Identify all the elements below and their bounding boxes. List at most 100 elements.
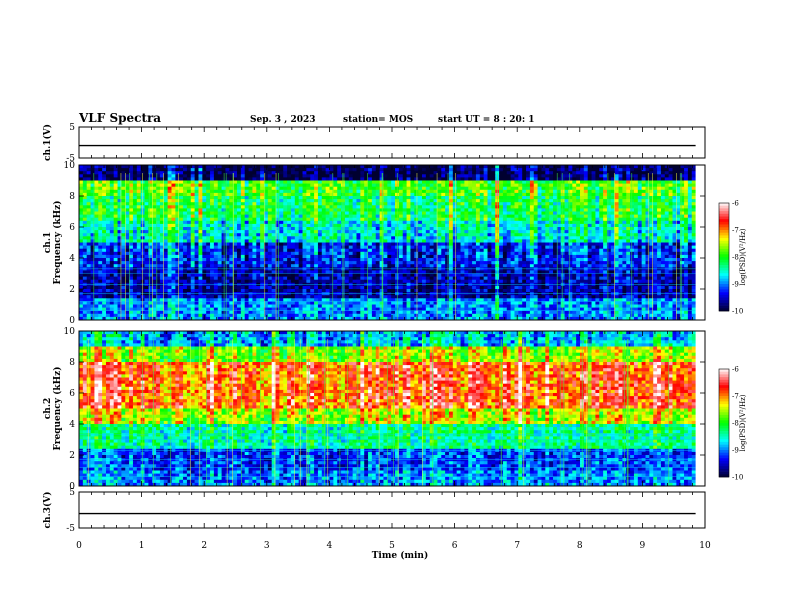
spectrogram-cell (641, 186, 646, 191)
spectrogram-cell (167, 251, 172, 256)
spectrogram-cell (348, 242, 354, 246)
spectrogram-cell (105, 227, 111, 231)
spectrogram-cell (448, 192, 454, 197)
spectrogram-cell (487, 239, 492, 243)
spectrogram-cell (244, 223, 249, 228)
spectrogram-cell (159, 192, 165, 197)
spectrogram-cell (221, 180, 226, 184)
spectrogram-cell (637, 217, 643, 222)
spectrogram-cell (653, 242, 658, 246)
spectrogram-cell (275, 183, 280, 188)
spectrogram-cell (475, 217, 481, 222)
spectrogram-cell (522, 168, 527, 172)
spectrogram-cell (198, 180, 203, 184)
spectrogram-cell (244, 233, 249, 237)
spectrogram-cell (156, 233, 161, 237)
spectrogram-cell (680, 189, 685, 194)
spectrogram-cell (333, 208, 338, 212)
spectrogram-cell (383, 192, 388, 197)
spectrogram-cell (298, 248, 303, 253)
spectrogram-cell (186, 236, 192, 240)
spectrogram-cell (290, 186, 296, 191)
spectrogram-cell (121, 220, 126, 225)
spectrogram-cell (310, 180, 315, 184)
spectrogram-cell (360, 220, 365, 225)
spectrogram-cell (371, 245, 377, 250)
spectrogram-cell (82, 192, 88, 197)
spectrogram-cell (79, 217, 84, 222)
spectrogram-cell (587, 208, 592, 212)
spectrogram-cell (271, 236, 276, 240)
spectrogram-cell (248, 248, 253, 253)
spectrogram-cell (179, 245, 184, 250)
spectrogram-cell (341, 227, 346, 231)
spectrogram-cell (90, 189, 95, 194)
spectrogram-cell (599, 223, 604, 228)
spectrogram-cell (622, 183, 627, 188)
spectrogram-cell (221, 177, 226, 181)
spectrogram-cell (86, 199, 91, 203)
spectrogram-cell (414, 230, 419, 234)
spectrogram-cell (499, 230, 504, 234)
spectrogram-cell (175, 214, 180, 219)
spectrogram-cell (148, 248, 153, 253)
spectrogram-cell (610, 217, 616, 222)
spectrogram-cell (641, 233, 646, 237)
spectrogram-cell (684, 223, 689, 228)
spectrogram-cell (329, 227, 334, 231)
spectrogram-cell (529, 251, 535, 256)
spectrogram-cell (529, 227, 535, 231)
spectrogram-cell (684, 186, 689, 191)
spectrogram-cell (398, 239, 404, 243)
spectrogram-cell (549, 186, 554, 191)
spectrogram-cell (279, 177, 284, 181)
spectrogram-cell (175, 165, 180, 169)
spectrogram-cell (109, 230, 115, 234)
spectrogram-cell (275, 217, 280, 222)
spectrogram-cell (429, 242, 434, 246)
spectrogram-cell (487, 214, 492, 219)
spectrogram-cell (263, 180, 269, 184)
spectrogram-cell (325, 177, 330, 181)
spectrogram-cell (383, 165, 388, 169)
spectrogram-cell (587, 254, 592, 259)
spectrogram-cell (105, 251, 111, 256)
spectrogram-cell (564, 254, 569, 259)
spectrogram-cell (125, 236, 130, 240)
spectrogram-cell (533, 177, 538, 181)
spectrogram-cell (672, 254, 677, 259)
spectrogram-cell (472, 214, 477, 219)
spectrogram-cell (125, 177, 130, 181)
spectrogram-cell (556, 199, 562, 203)
spectrogram-cell (229, 214, 234, 219)
spectrogram-cell (468, 236, 473, 240)
spectrogram-cell (175, 223, 180, 228)
spectrogram-cell (445, 217, 450, 222)
spectrogram-cell (483, 180, 488, 184)
spectrogram-cell (653, 239, 658, 243)
spectrogram-cell (98, 205, 103, 209)
spectrogram-cell (618, 230, 623, 234)
spectrogram-cell (418, 208, 423, 212)
spectrogram-cell (448, 239, 454, 243)
spectrogram-cell (541, 192, 546, 197)
spectrogram-cell (549, 258, 554, 262)
spectrogram-cell (379, 220, 384, 225)
spectrogram-cell (371, 177, 377, 181)
spectrogram-cell (518, 233, 523, 237)
spectrogram-cell (421, 245, 427, 250)
spectrogram-cell (495, 254, 500, 259)
spectrogram-cell (186, 180, 192, 184)
spectrogram-cell (275, 199, 280, 203)
spectrogram-cell (287, 242, 292, 246)
spectrogram-cell (159, 227, 165, 231)
spectrogram-cell (105, 220, 111, 225)
spectrogram-cell (633, 227, 639, 231)
spectrogram-cell (105, 236, 111, 240)
spectrogram-cell (556, 174, 562, 178)
spectrogram-cell (541, 236, 546, 240)
spectrogram-cell (506, 205, 512, 209)
spectrogram-cell (475, 245, 481, 250)
spectrogram-cell (664, 168, 670, 172)
spectrogram-cell (456, 245, 461, 250)
